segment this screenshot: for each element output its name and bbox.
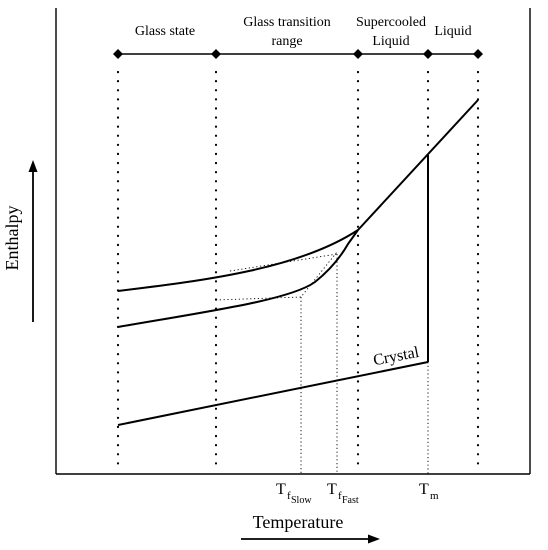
region-marker-3 bbox=[353, 49, 363, 59]
glass-slow-cooling-curve bbox=[117, 229, 359, 328]
region-bar bbox=[113, 49, 483, 59]
glass-fast-cooling-curve bbox=[117, 229, 359, 292]
region-label-liquid: Liquid bbox=[434, 24, 471, 39]
tick-label-tf-slow: T f Slow bbox=[276, 481, 312, 506]
y-axis-arrow-head bbox=[28, 160, 38, 172]
region-boundaries bbox=[116, 70, 480, 474]
slow-extrapolation-line bbox=[215, 251, 338, 301]
region-label-glass-state: Glass state bbox=[135, 24, 195, 39]
region-label-supercooled-1: Supercooled bbox=[356, 15, 426, 30]
tf-slow-main: T bbox=[276, 481, 286, 498]
tf-fast-sub: f bbox=[338, 490, 342, 502]
tf-fast-main: T bbox=[327, 481, 337, 498]
region-marker-5 bbox=[473, 49, 483, 59]
tm-sub: m bbox=[430, 490, 439, 502]
axes bbox=[55, 8, 531, 475]
tf-fast-subsub: Fast bbox=[342, 495, 359, 506]
region-marker-1 bbox=[113, 49, 123, 59]
region-label-glass-transition-1: Glass transition bbox=[243, 15, 331, 30]
region-label-glass-transition-2: range bbox=[271, 34, 302, 49]
tm-main: T bbox=[419, 481, 429, 498]
curves bbox=[117, 99, 479, 426]
tick-label-tf-fast: T f Fast bbox=[327, 481, 359, 506]
tf-slow-subsub: Slow bbox=[291, 495, 312, 506]
region-label-supercooled-2: Liquid bbox=[372, 34, 409, 49]
region-marker-2 bbox=[211, 49, 221, 59]
tick-label-tm: T m bbox=[419, 481, 439, 502]
y-axis-label: Enthalpy bbox=[2, 206, 22, 271]
x-axis-arrow-head bbox=[368, 534, 380, 544]
tf-slow-sub: f bbox=[287, 490, 291, 502]
x-axis-label: Temperature bbox=[253, 512, 344, 532]
liquid-line bbox=[357, 99, 479, 231]
crystal-line bbox=[117, 361, 429, 426]
region-marker-4 bbox=[423, 49, 433, 59]
